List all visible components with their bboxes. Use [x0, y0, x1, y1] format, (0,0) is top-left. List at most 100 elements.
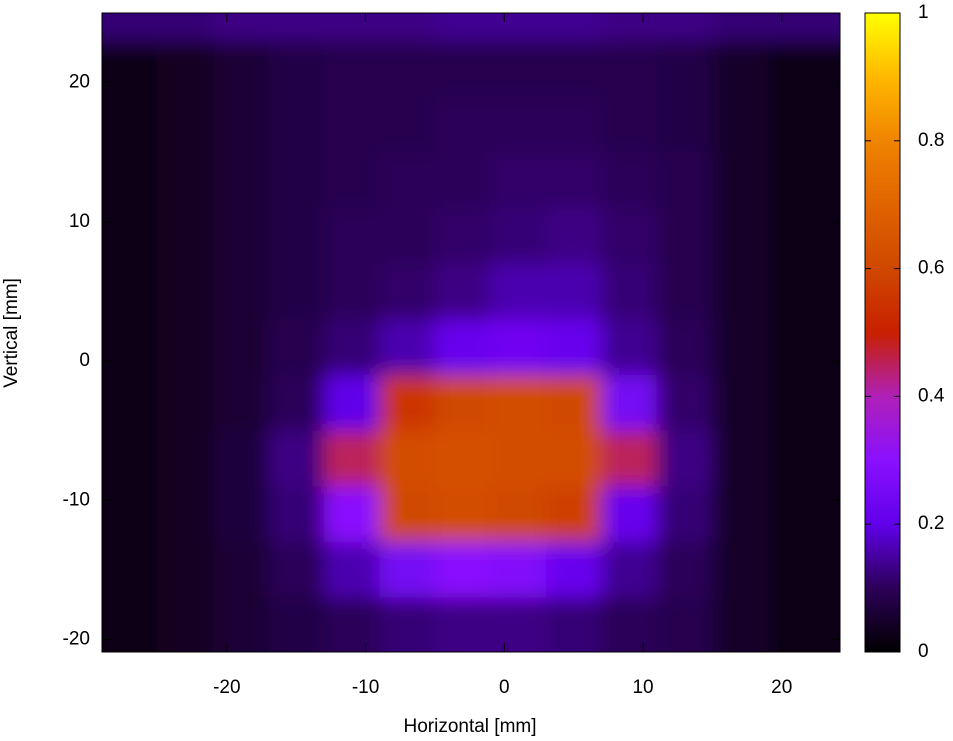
- heatmap-cell: [767, 207, 840, 265]
- heatmap-cell: [157, 13, 214, 42]
- heatmap-cell: [379, 486, 436, 543]
- heatmap-cell: [268, 207, 325, 265]
- heatmap-cell: [379, 319, 436, 376]
- heatmap-cell: [490, 430, 547, 487]
- heatmap-cell: [268, 374, 325, 432]
- heatmap-cell: [323, 40, 380, 98]
- heatmap-cell: [545, 263, 602, 320]
- heatmap-cell: [434, 207, 491, 265]
- heatmap-cell: [434, 263, 491, 320]
- heatmap-cell: [379, 207, 436, 265]
- heatmap-cell: [490, 13, 547, 42]
- heatmap-cell: [323, 152, 380, 209]
- heatmap-cell: [434, 40, 491, 98]
- heatmap-cell: [490, 207, 547, 265]
- heatmap-cell: [767, 597, 840, 652]
- heatmap-cell: [323, 13, 380, 42]
- heatmap-cell: [712, 40, 769, 98]
- heatmap-cell: [102, 319, 158, 376]
- heatmap-cell: [601, 40, 658, 98]
- heatmap-cell: [656, 597, 713, 652]
- heatmap-cell: [379, 96, 436, 153]
- colorbar-tick-label: 0.2: [918, 513, 944, 534]
- heatmap-cell: [490, 374, 547, 432]
- heatmap-cell: [767, 40, 840, 98]
- x-tick-label: 0: [499, 677, 510, 698]
- x-tick-label: -10: [352, 677, 379, 698]
- x-tick-label: 10: [632, 677, 653, 698]
- heatmap-cell: [379, 13, 436, 42]
- y-tick-label: 0: [79, 350, 90, 371]
- heatmap-cell: [379, 263, 436, 320]
- heatmap-cell: [268, 96, 325, 153]
- heatmap-cell: [601, 486, 658, 543]
- heatmap-cell: [490, 263, 547, 320]
- heatmap-cell: [490, 597, 547, 652]
- heatmap-cell: [656, 207, 713, 265]
- heatmap-cell: [268, 319, 325, 376]
- heatmap-cell: [656, 374, 713, 432]
- heatmap-cell: [268, 263, 325, 320]
- heatmap-cell: [712, 542, 769, 599]
- heatmap-cell: [656, 542, 713, 599]
- heatmap-cell: [434, 96, 491, 153]
- heatmap-cell: [157, 96, 214, 153]
- heatmap-cell: [323, 319, 380, 376]
- heatmap-cell: [434, 13, 491, 42]
- heatmap-cells: [102, 13, 840, 652]
- heatmap-cell: [545, 374, 602, 432]
- heatmap-cell: [601, 319, 658, 376]
- heatmap-cell: [712, 374, 769, 432]
- colorbar-tick-label: 0: [918, 641, 929, 662]
- heatmap-cell: [545, 542, 602, 599]
- heatmap-cell: [545, 430, 602, 487]
- heatmap-cell: [157, 207, 214, 265]
- heatmap-cell: [379, 430, 436, 487]
- heatmap-cell: [212, 96, 269, 153]
- heatmap-cell: [212, 263, 269, 320]
- heatmap-cell: [157, 597, 214, 652]
- heatmap-cell: [102, 486, 158, 543]
- heatmap-cell: [379, 597, 436, 652]
- heatmap-cell: [102, 13, 158, 42]
- heatmap-cell: [434, 486, 491, 543]
- heatmap-cell: [490, 152, 547, 209]
- heatmap-cell: [656, 96, 713, 153]
- y-axis-label: Vertical [mm]: [1, 278, 22, 388]
- heatmap-cell: [601, 207, 658, 265]
- heatmap-cell: [712, 319, 769, 376]
- heatmap-cell: [767, 542, 840, 599]
- plot-frame: [101, 12, 841, 653]
- colorbar-tick-label: 0.8: [918, 130, 944, 151]
- heatmap-cell: [767, 374, 840, 432]
- heatmap-cell: [434, 597, 491, 652]
- heatmap-cell: [102, 374, 158, 432]
- heatmap-cell: [102, 430, 158, 487]
- heatmap-cell: [545, 207, 602, 265]
- heatmap-cell: [712, 263, 769, 320]
- heatmap-cell: [157, 152, 214, 209]
- heatmap-cell: [379, 152, 436, 209]
- y-tick-label: -20: [63, 628, 90, 649]
- heatmap-cell: [712, 96, 769, 153]
- heatmap-cell: [212, 40, 269, 98]
- heatmap-cell: [656, 263, 713, 320]
- heatmap-cell: [379, 542, 436, 599]
- heatmap-cell: [323, 263, 380, 320]
- heatmap-cell: [268, 430, 325, 487]
- heatmap-cell: [212, 542, 269, 599]
- heatmap-cell: [102, 152, 158, 209]
- heatmap-cell: [268, 13, 325, 42]
- heatmap-cell: [712, 430, 769, 487]
- heatmap-cell: [212, 374, 269, 432]
- heatmap-cell: [545, 40, 602, 98]
- heatmap-cell: [601, 430, 658, 487]
- heatmap-cell: [268, 597, 325, 652]
- heatmap-cell: [102, 96, 158, 153]
- heatmap-cell: [545, 13, 602, 42]
- heatmap-cell: [212, 152, 269, 209]
- heatmap-cell: [323, 597, 380, 652]
- heatmap-cell: [212, 430, 269, 487]
- colorbar-tick-label: 1: [918, 2, 929, 23]
